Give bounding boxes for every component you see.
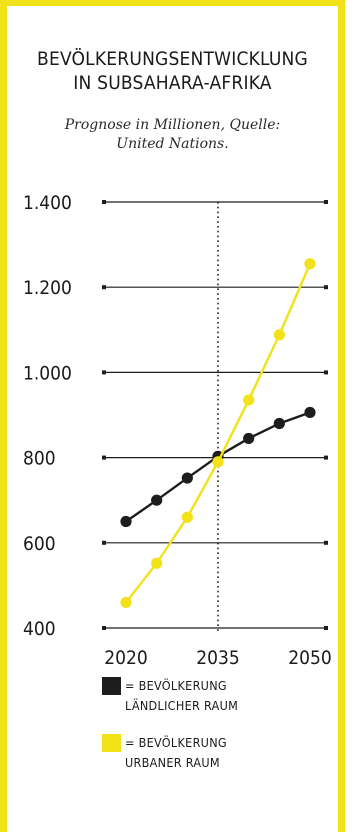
data-point-rural-2025 <box>151 494 163 506</box>
chart-frame <box>0 0 345 832</box>
legend-swatch-rural <box>102 677 121 695</box>
chart-title-line-1: BEVÖLKERUNGSENTWICKLUNG <box>37 48 308 70</box>
data-point-rural-2040 <box>243 432 255 445</box>
gridline-cap-left-1400 <box>102 200 106 204</box>
data-point-urban-2050 <box>304 258 316 270</box>
legend-label-urban-line-1: = BEVÖLKERUNG <box>125 735 227 750</box>
data-point-rural-2020 <box>120 515 132 528</box>
data-point-urban-2030 <box>181 511 193 523</box>
gridline-cap-left-800 <box>102 455 106 460</box>
chart-title-line-2: IN SUBSAHARA-AFRIKA <box>73 72 272 94</box>
data-point-urban-2035 <box>212 456 224 468</box>
data-point-urban-2020 <box>120 596 132 609</box>
gridline-cap-left-600 <box>102 540 106 545</box>
y-tick-label-1400: 1.400 <box>23 192 72 214</box>
gridline-cap-right-400 <box>324 626 328 630</box>
gridline-cap-left-1200 <box>102 285 106 290</box>
data-point-urban-2025 <box>151 557 163 569</box>
chart-subtitle: Prognose in Millionen, Quelle: United Na… <box>0 116 345 154</box>
x-tick-label-2050: 2050 <box>288 647 332 669</box>
gridline-cap-right-1000 <box>324 370 328 375</box>
data-point-rural-2050 <box>304 406 316 419</box>
y-tick-label-800: 800 <box>23 448 56 470</box>
data-point-rural-2030 <box>181 472 193 484</box>
y-tick-label-400: 400 <box>23 618 56 640</box>
gridline-cap-right-1200 <box>324 285 328 290</box>
data-point-urban-2045 <box>273 329 285 341</box>
chart-title: BEVÖLKERUNGSENTWICKLUNG IN SUBSAHARA-AFR… <box>0 47 345 95</box>
gridline-cap-right-600 <box>324 540 328 545</box>
legend-swatch-urban <box>102 734 121 752</box>
x-tick-label-2020: 2020 <box>104 647 148 669</box>
data-point-rural-2045 <box>273 417 285 430</box>
x-tick-label-2035: 2035 <box>196 647 240 669</box>
gridline-cap-left-1000 <box>102 370 106 375</box>
chart-subtitle-line-1: Prognose in Millionen, Quelle: <box>64 117 281 133</box>
data-point-urban-2040 <box>243 394 255 406</box>
legend-label-rural: = BEVÖLKERUNG LÄNDLICHER RAUM <box>125 676 238 716</box>
gridline-cap-left-400 <box>102 626 106 630</box>
legend-label-rural-line-2: LÄNDLICHER RAUM <box>125 698 239 713</box>
legend-label-urban: = BEVÖLKERUNG URBANER RAUM <box>125 733 227 773</box>
gridline-cap-right-800 <box>324 455 328 460</box>
legend-label-urban-line-2: URBANER RAUM <box>125 755 220 770</box>
y-tick-label-600: 600 <box>23 533 56 555</box>
chart-subtitle-line-2: United Nations. <box>116 136 229 152</box>
legend-label-rural-line-1: = BEVÖLKERUNG <box>125 678 227 693</box>
y-tick-label-1200: 1.200 <box>23 277 72 299</box>
y-tick-label-1000: 1.000 <box>23 362 72 384</box>
gridline-cap-right-1400 <box>324 200 328 204</box>
